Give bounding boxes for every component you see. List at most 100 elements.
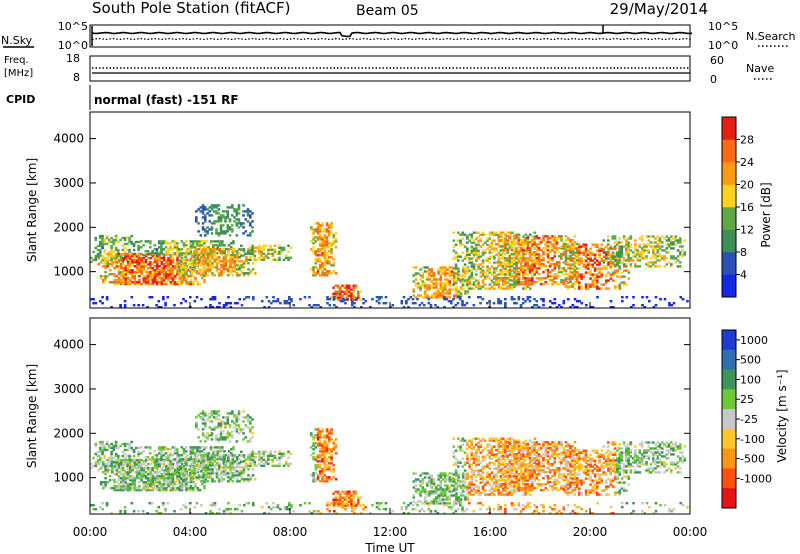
echo-cell xyxy=(101,448,104,452)
echo-cell xyxy=(200,454,203,457)
echo-cell xyxy=(571,249,574,252)
echo-cell xyxy=(542,271,545,274)
echo-cell xyxy=(328,242,331,245)
echo-cell xyxy=(240,244,243,247)
echo-cell xyxy=(312,448,315,451)
echo-cell xyxy=(229,476,232,479)
echo-cell xyxy=(191,240,195,243)
echo-cell xyxy=(319,432,322,435)
echo-cell xyxy=(260,456,263,459)
echo-cell xyxy=(623,283,626,286)
echo-cell xyxy=(444,282,447,285)
echo-cell xyxy=(502,261,505,264)
echo-cell xyxy=(153,257,157,260)
echo-cell xyxy=(99,467,103,470)
echo-cell xyxy=(319,268,322,271)
echo-cell xyxy=(605,279,608,282)
echo-cell xyxy=(120,253,123,256)
echo-cell xyxy=(515,249,518,252)
echo-cell xyxy=(158,481,161,484)
echo-cell xyxy=(153,479,157,482)
echo-cell xyxy=(453,294,456,297)
echo-cell xyxy=(219,430,223,433)
echo-cell xyxy=(625,265,628,268)
echo-cell xyxy=(113,279,116,282)
echo-cell xyxy=(323,230,327,233)
echo-cell xyxy=(99,460,102,464)
echo-cell xyxy=(535,269,539,272)
echo-cell xyxy=(222,454,226,457)
echo-cell xyxy=(158,448,161,451)
echo-cell xyxy=(96,450,100,454)
echo-cell xyxy=(124,473,128,476)
echo-cell xyxy=(441,272,445,275)
echo-cell xyxy=(562,245,566,248)
echo-cell xyxy=(199,206,203,209)
echo-cell xyxy=(314,442,318,445)
echo-cell xyxy=(200,462,203,465)
echo-cell xyxy=(269,450,272,453)
echo-cell xyxy=(504,235,507,238)
echo-cell xyxy=(174,282,177,286)
echo-cell xyxy=(466,283,469,286)
echo-cell xyxy=(273,248,277,251)
echo-cell xyxy=(587,271,590,274)
echo-cell xyxy=(542,237,545,240)
echo-cell xyxy=(314,460,318,463)
echo-cell xyxy=(504,306,507,309)
echo-cell xyxy=(596,259,599,262)
echo-cell xyxy=(459,294,463,297)
echo-cell xyxy=(613,253,617,256)
echo-cell xyxy=(497,239,501,242)
echo-cell xyxy=(526,251,530,254)
echo-cell xyxy=(575,249,579,252)
echo-cell xyxy=(237,226,241,229)
echo-cell xyxy=(185,277,188,280)
echo-cell xyxy=(612,306,615,309)
echo-cell xyxy=(122,257,125,260)
echo-cell xyxy=(202,254,205,257)
echo-cell xyxy=(202,472,205,475)
echo-cell xyxy=(598,247,601,250)
echo-cell xyxy=(156,265,159,268)
echo-cell xyxy=(210,432,214,435)
echo-cell xyxy=(197,272,201,275)
echo-cell xyxy=(549,271,552,274)
echo-cell xyxy=(636,265,639,268)
echo-cell xyxy=(457,259,460,262)
echo-cell xyxy=(169,281,173,284)
echo-cell xyxy=(212,240,215,243)
echo-cell xyxy=(578,281,581,284)
echo-cell xyxy=(479,255,483,258)
echo-cell xyxy=(461,243,465,246)
echo-cell xyxy=(202,258,205,261)
echo-cell xyxy=(342,300,345,303)
echo-cell xyxy=(667,237,671,240)
echo-cell xyxy=(605,287,608,290)
echo-cell xyxy=(549,251,552,254)
echo-cell xyxy=(273,456,277,459)
echo-cell xyxy=(135,263,139,266)
echo-cell xyxy=(493,257,496,260)
echo-cell xyxy=(158,273,161,276)
echo-cell xyxy=(219,232,223,235)
echo-cell xyxy=(219,438,223,441)
echo-cell xyxy=(149,263,152,266)
echo-cell xyxy=(445,298,449,301)
echo-cell xyxy=(137,246,140,250)
echo-cell xyxy=(582,259,586,262)
echo-cell xyxy=(185,244,188,247)
echo-cell xyxy=(200,270,203,273)
echo-cell xyxy=(524,259,527,262)
echo-cell xyxy=(202,456,205,459)
echo-cell xyxy=(117,271,121,274)
echo-cell xyxy=(171,269,175,272)
echo-cell xyxy=(240,460,243,463)
echo-cell xyxy=(555,277,559,280)
echo-cell xyxy=(144,475,148,478)
echo-cell xyxy=(486,259,489,262)
echo-cell xyxy=(251,220,254,223)
echo-cell xyxy=(319,254,322,257)
echo-cell xyxy=(160,250,163,253)
echo-cell xyxy=(616,255,619,258)
